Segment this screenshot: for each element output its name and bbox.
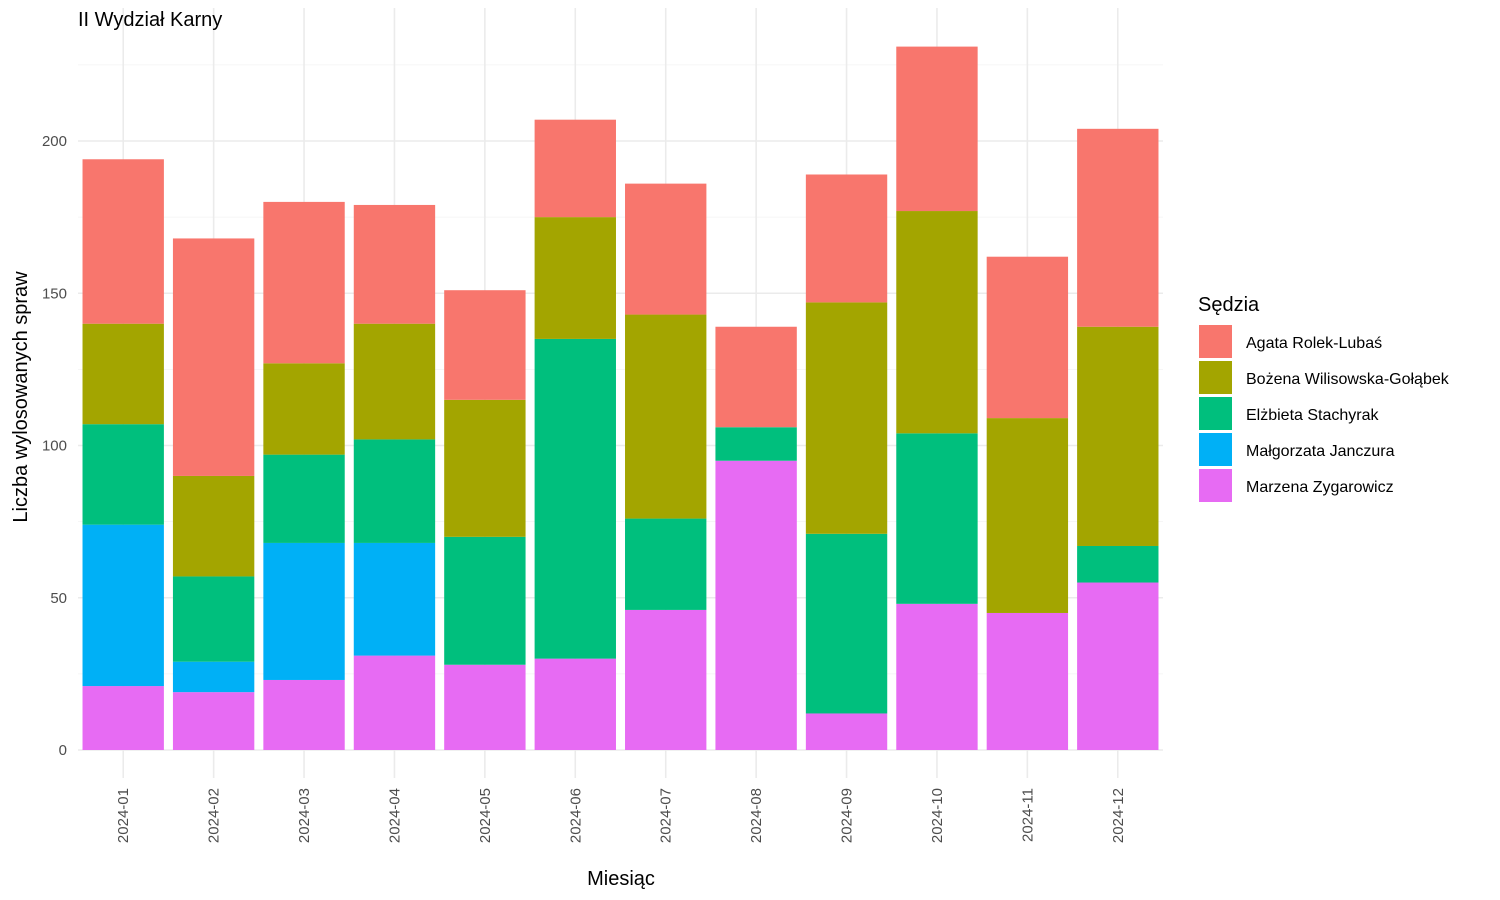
legend-label: Elżbieta Stachyrak	[1246, 407, 1380, 424]
bar-segment	[986, 418, 1069, 613]
legend: Sędzia Agata Rolek-Lubaś Bożena Wilisowsk…	[1198, 294, 1450, 502]
bar-segment	[715, 326, 797, 428]
y-tick-label: 200	[42, 133, 67, 150]
legend-title: Sędzia	[1198, 294, 1260, 316]
legend-items: Agata Rolek-Lubaś Bożena Wilisowska-Gołąb…	[1199, 325, 1450, 502]
bar-segment	[353, 323, 436, 440]
bar-segment	[534, 217, 616, 339]
bar-segment	[625, 183, 707, 315]
bar-segment	[353, 655, 436, 750]
bar-segment	[625, 609, 707, 750]
x-tick-label: 2024-07	[658, 788, 675, 843]
legend-key	[1199, 469, 1232, 502]
x-tick-label: 2024-04	[386, 788, 403, 843]
bar-segment	[986, 612, 1069, 750]
legend-label: Agata Rolek-Lubaś	[1246, 335, 1382, 352]
bar-segment	[1077, 582, 1159, 750]
bar-segment	[353, 204, 436, 324]
bar-segment	[534, 119, 616, 218]
y-tick-label: 100	[42, 438, 67, 455]
bar-segment	[534, 658, 616, 750]
x-tick-label: 2024-10	[929, 788, 946, 843]
y-tick-label: 150	[42, 285, 67, 302]
x-tick-label: 2024-11	[1019, 788, 1036, 842]
bar-segment	[353, 542, 436, 656]
bar-segment	[263, 542, 345, 680]
x-axis-ticks: 2024-01 2024-02 2024-03 2024-04 2024-05 2024-…	[115, 788, 1127, 843]
x-tick-label: 2024-06	[567, 788, 584, 843]
bar-segment	[1077, 128, 1159, 327]
legend-key	[1199, 397, 1232, 430]
bar-segment	[82, 159, 164, 324]
bar-segment	[625, 518, 707, 610]
x-tick-label: 2024-05	[477, 788, 494, 843]
y-axis-title: Liczba wylosowanych spraw	[10, 271, 32, 523]
y-tick-label: 0	[59, 742, 67, 759]
legend-label: Bożena Wilisowska-Gołąbek	[1246, 371, 1450, 388]
bar-segment	[172, 238, 255, 476]
bar-segment	[444, 536, 526, 665]
x-axis-title: Miesiąc	[587, 868, 655, 890]
bar-segment	[805, 713, 888, 750]
y-tick-label: 50	[50, 590, 67, 607]
bar-segment	[715, 427, 797, 461]
bar-segment	[986, 256, 1069, 419]
legend-label: Małgorzata Janczura	[1246, 443, 1395, 460]
bar-segment	[625, 314, 707, 519]
bar-segment	[172, 692, 255, 750]
bars	[82, 46, 1159, 750]
bar-segment	[444, 290, 526, 400]
x-tick-label: 2024-01	[115, 788, 132, 843]
bar-segment	[263, 201, 345, 364]
bar-segment	[896, 211, 978, 434]
bar-segment	[263, 679, 345, 750]
bar-segment	[805, 174, 888, 303]
bar-segment	[172, 661, 255, 693]
legend-label: Marzena Zygarowicz	[1246, 479, 1394, 496]
bar-segment	[1077, 326, 1159, 546]
bar-segment	[263, 454, 345, 543]
chart-title: II Wydział Karny	[78, 9, 222, 31]
legend-key	[1199, 361, 1232, 394]
bar-segment	[805, 533, 888, 714]
bar-segment	[896, 46, 978, 212]
bar-segment	[82, 686, 164, 750]
x-tick-label: 2024-12	[1110, 788, 1127, 843]
legend-key	[1199, 325, 1232, 358]
bar-segment	[82, 323, 164, 425]
bar-segment	[172, 576, 255, 662]
bar-segment	[82, 524, 164, 687]
x-tick-label: 2024-08	[748, 788, 765, 843]
bar-segment	[805, 302, 888, 534]
bar-segment	[1077, 545, 1159, 583]
bar-segment	[444, 664, 526, 750]
legend-key	[1199, 433, 1232, 466]
x-tick-label: 2024-09	[839, 788, 856, 843]
bar-segment	[172, 475, 255, 577]
bar-segment	[534, 338, 616, 659]
x-tick-label: 2024-03	[296, 788, 313, 843]
bar-segment	[444, 399, 526, 537]
y-axis-ticks: 0 50 100 150 200	[42, 133, 67, 759]
bar-segment	[353, 439, 436, 543]
bar-segment	[263, 363, 345, 455]
bar-segment	[896, 433, 978, 604]
bar-segment	[715, 460, 797, 750]
x-tick-label: 2024-02	[206, 788, 223, 843]
bar-segment	[896, 603, 978, 750]
bar-segment	[82, 424, 164, 525]
